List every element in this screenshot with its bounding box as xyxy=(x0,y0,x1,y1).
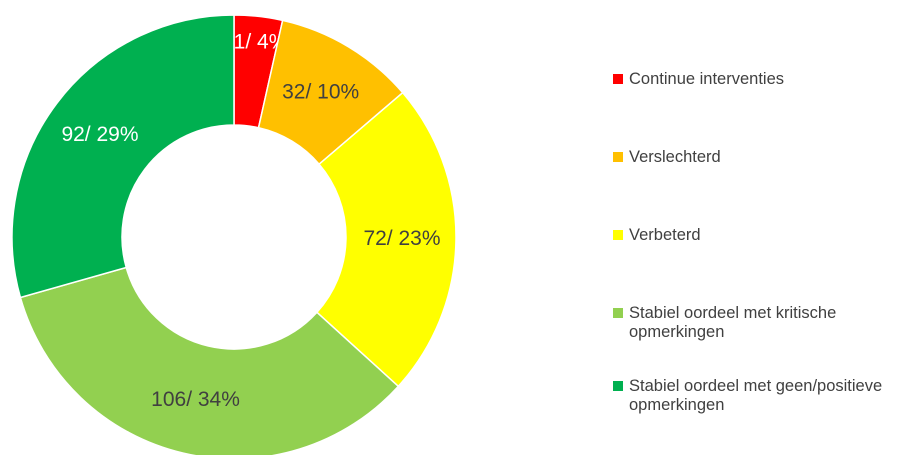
legend-item: Stabiel oordeel met geen/positieve opmer… xyxy=(613,377,909,415)
data-label: 32/ 10% xyxy=(282,81,359,104)
data-label: 11/ 4% xyxy=(224,31,288,54)
legend-swatch xyxy=(613,230,623,240)
legend-item: Stabiel oordeel met kritische opmerkinge… xyxy=(613,304,909,342)
legend-item: Verbeterd xyxy=(613,226,909,245)
legend-swatch xyxy=(613,308,623,318)
data-label: 106/ 34% xyxy=(151,388,240,411)
legend-label: Stabiel oordeel met geen/positieve opmer… xyxy=(629,377,883,414)
donut-slice xyxy=(19,266,400,455)
legend-label: Continue interventies xyxy=(629,70,785,88)
donut-slice xyxy=(315,91,457,388)
legend-label: Verbeterd xyxy=(629,226,701,244)
legend-label: Verslechterd xyxy=(629,148,721,166)
legend-item: Verslechterd xyxy=(613,148,909,167)
data-label: 92/ 29% xyxy=(61,123,138,146)
legend-item: Continue interventies xyxy=(613,70,909,89)
legend-swatch xyxy=(613,152,623,162)
legend-label: Stabiel oordeel met kritische opmerkinge… xyxy=(629,304,837,341)
donut-slice xyxy=(11,14,235,299)
legend-swatch xyxy=(613,381,623,391)
legend-swatch xyxy=(613,74,623,84)
data-label: 72/ 23% xyxy=(363,227,440,250)
